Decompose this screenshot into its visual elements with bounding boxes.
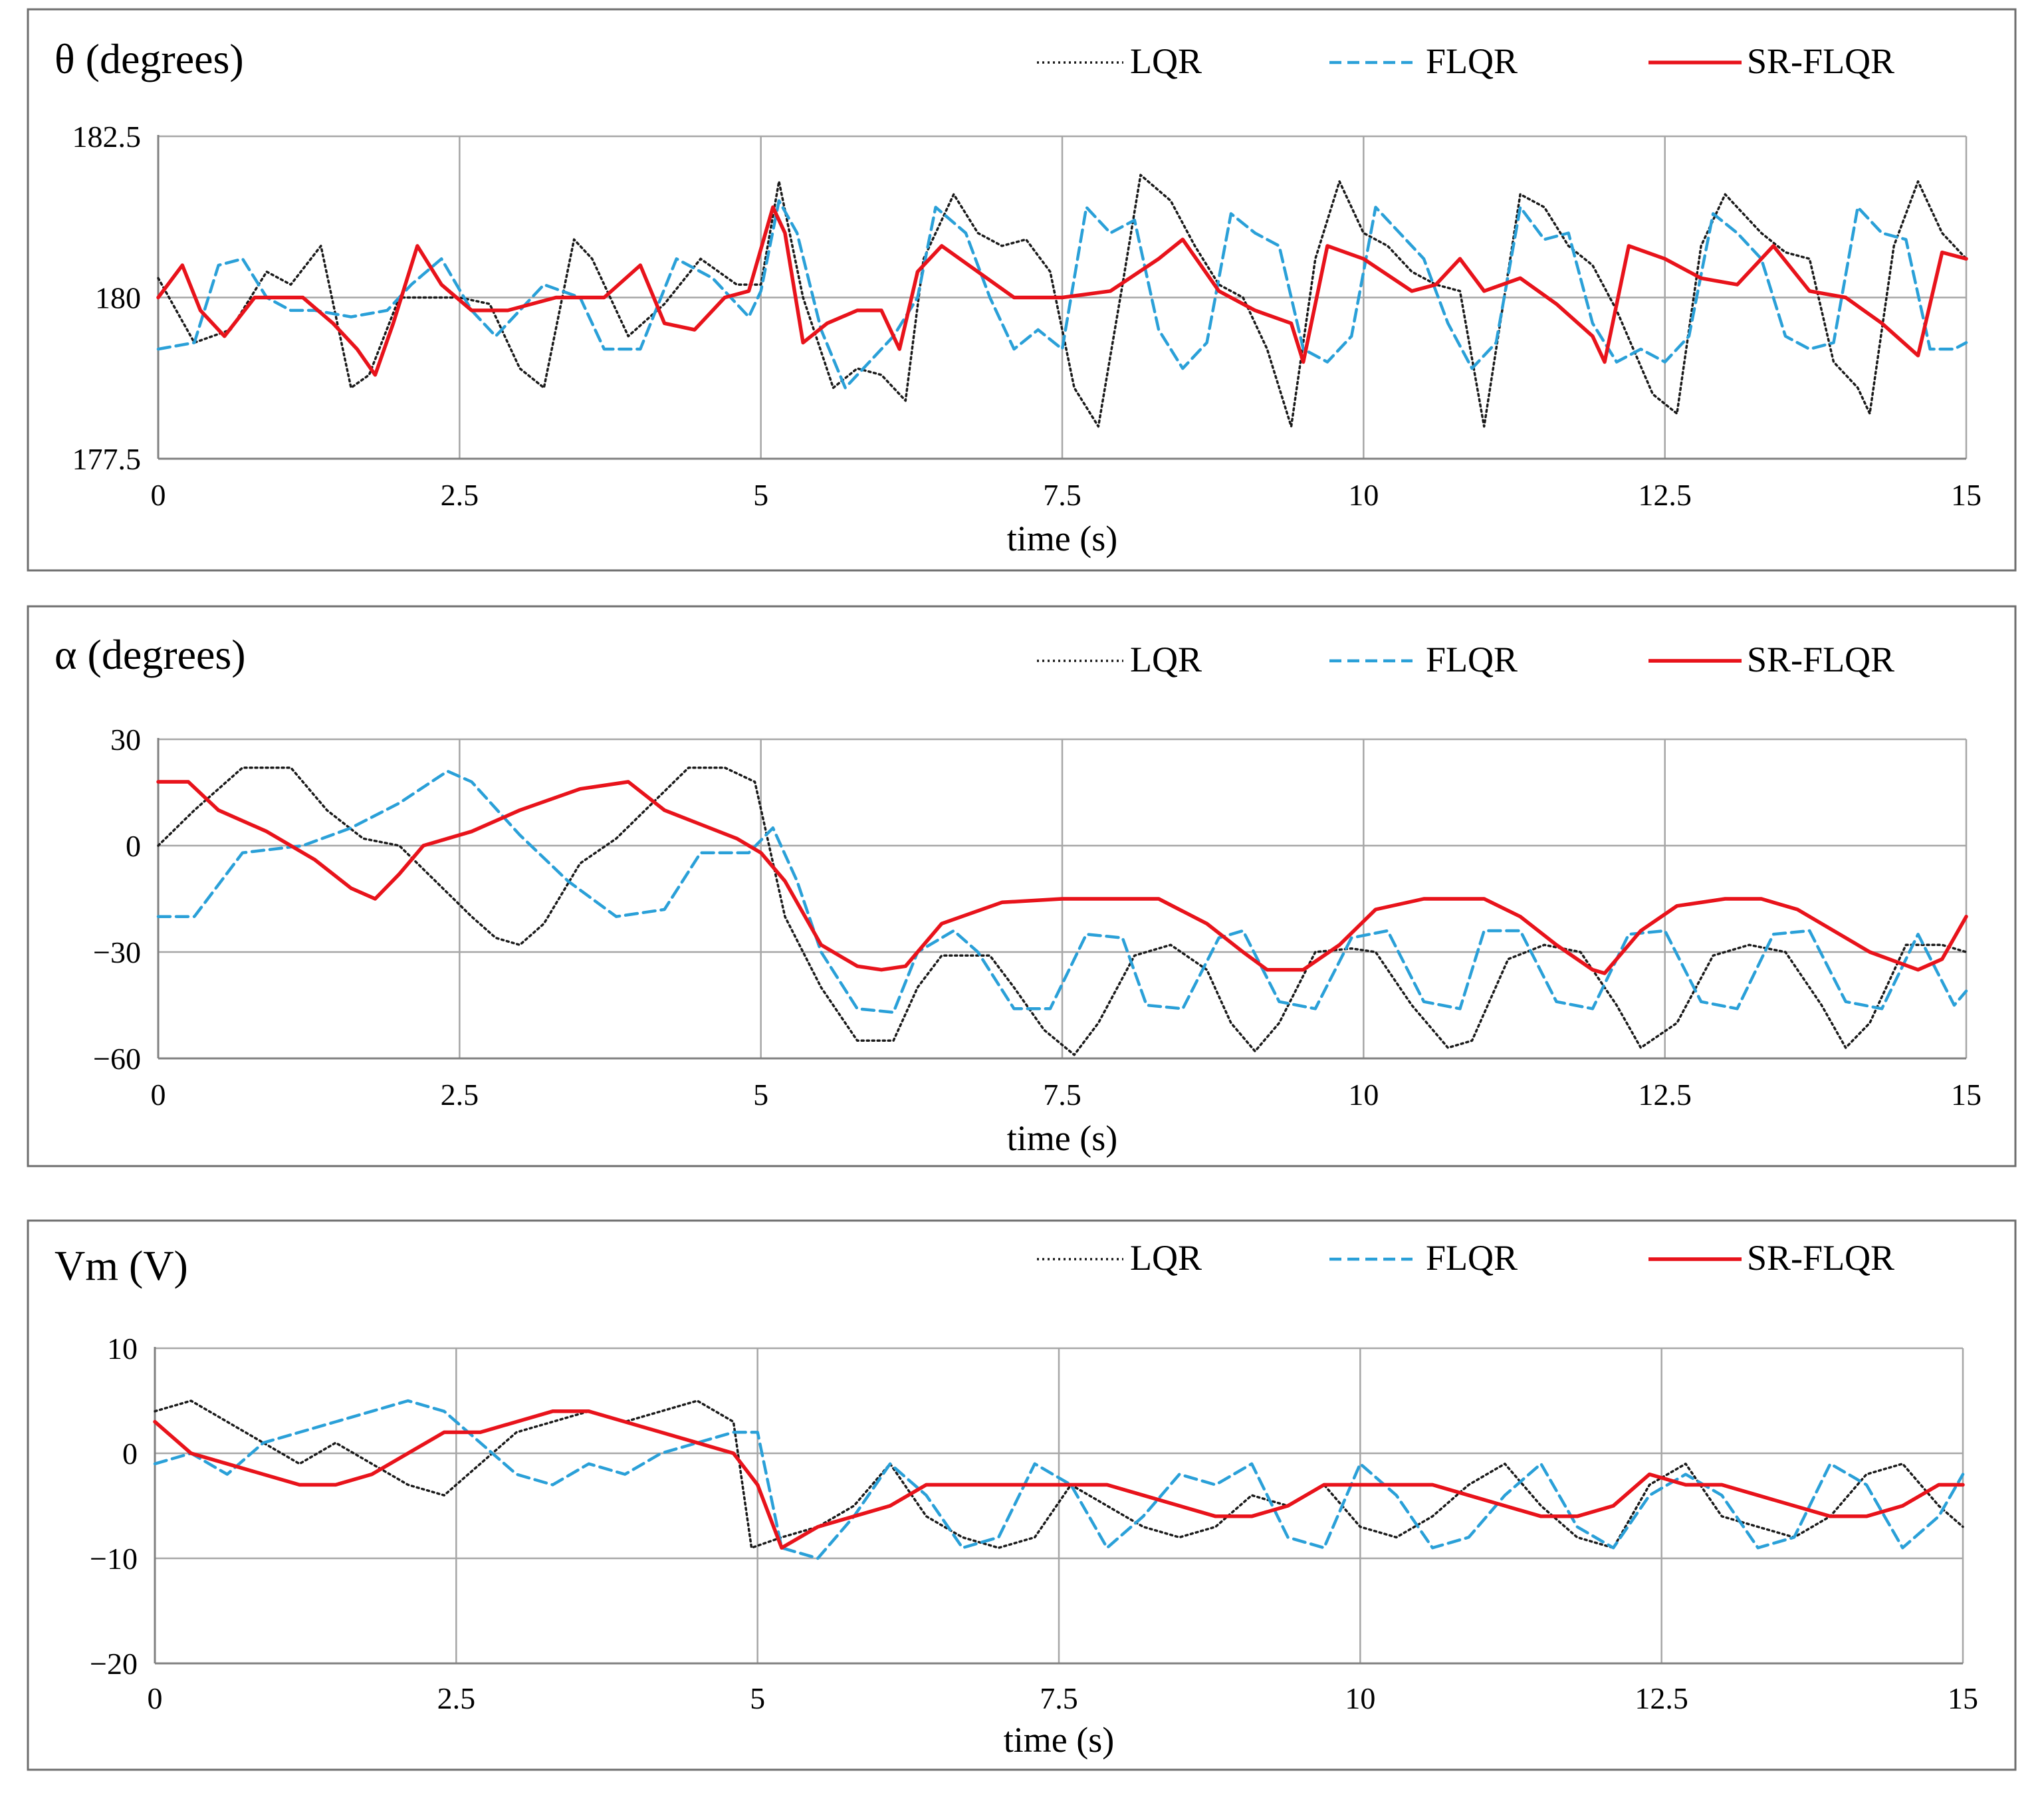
x-tick-label: 10 — [1348, 478, 1379, 512]
chart-panel-3: 10 0 −10 −20 0 2.5 5 7.5 10 12.5 15 Vm (V) time (s) L… — [27, 1219, 2017, 1771]
x-tick-label: 7.5 — [1043, 1078, 1081, 1112]
x-axis-label: time (s) — [1007, 1118, 1117, 1158]
legend-label-flqr: FLQR — [1426, 41, 1518, 81]
panel-frame — [27, 8, 2017, 572]
chart-title: θ (degrees) — [55, 35, 244, 82]
y-tick-label: 177.5 — [72, 442, 142, 476]
x-tick-label: 12.5 — [1638, 478, 1692, 512]
series-line-flqr — [153, 1399, 1965, 1560]
legend-label-lqr: LQR — [1130, 640, 1202, 679]
legend-label-flqr: FLQR — [1426, 1238, 1518, 1278]
legend: LQR FLQR SR-FLQR — [1037, 640, 1894, 679]
y-tick-label: −60 — [93, 1042, 141, 1076]
y-tick-label: −10 — [90, 1542, 138, 1576]
x-tick-label: 15 — [1951, 1078, 1982, 1112]
x-tick-label: 0 — [151, 1078, 166, 1112]
series-line-flqr — [156, 769, 1968, 1014]
x-tick-label: 15 — [1948, 1681, 1978, 1715]
legend-label-sr-flqr: SR-FLQR — [1747, 640, 1894, 679]
x-axis-label: time (s) — [1004, 1720, 1114, 1760]
y-tick-label: −20 — [90, 1647, 138, 1681]
x-tick-label: 12.5 — [1638, 1078, 1692, 1112]
y-tick-label: 180 — [95, 281, 141, 315]
series-line-sr-flqr — [156, 205, 1968, 377]
x-axis-label: time (s) — [1007, 519, 1117, 558]
y-tick-label: 182.5 — [72, 120, 142, 154]
y-tick-label: 0 — [122, 1437, 138, 1471]
x-tick-label: 7.5 — [1040, 1681, 1078, 1715]
y-tick-label: 10 — [107, 1332, 138, 1366]
x-tick-label: 5 — [753, 478, 768, 512]
y-tick-label: −30 — [93, 935, 141, 969]
legend: LQR FLQR SR-FLQR — [1037, 41, 1894, 81]
panel-frame — [27, 1219, 2017, 1771]
y-tick-label: 30 — [110, 723, 141, 757]
series-line-sr-flqr — [153, 1409, 1965, 1550]
chart-panel-1: 182.5 180 177.5 0 2.5 5 7.5 10 12.5 15 θ (degrees)… — [27, 8, 2017, 572]
x-tick-label: 0 — [148, 1681, 163, 1715]
chart-title: Vm (V) — [55, 1242, 188, 1289]
legend-label-flqr: FLQR — [1426, 640, 1518, 679]
x-tick-label: 5 — [750, 1681, 765, 1715]
x-tick-label: 0 — [151, 478, 166, 512]
y-tick-label: 0 — [126, 829, 141, 863]
x-tick-label: 7.5 — [1043, 478, 1081, 512]
series-line-sr-flqr — [156, 780, 1968, 975]
x-tick-label: 15 — [1951, 478, 1982, 512]
x-tick-label: 2.5 — [441, 478, 479, 512]
x-tick-label: 5 — [753, 1078, 768, 1112]
series-line-flqr — [156, 199, 1968, 390]
legend-label-sr-flqr: SR-FLQR — [1747, 1238, 1894, 1278]
x-tick-label: 2.5 — [441, 1078, 479, 1112]
legend-label-lqr: LQR — [1130, 1238, 1202, 1278]
panel-frame — [27, 605, 2017, 1167]
legend-label-lqr: LQR — [1130, 41, 1202, 81]
x-tick-label: 12.5 — [1635, 1681, 1688, 1715]
legend: LQR FLQR SR-FLQR — [1037, 1238, 1894, 1278]
chart-panel-2: 30 0 −30 −60 0 2.5 5 7.5 10 12.5 15 α (degrees) time… — [27, 605, 2017, 1167]
x-tick-label: 10 — [1345, 1681, 1375, 1715]
x-tick-label: 2.5 — [437, 1681, 476, 1715]
legend-label-sr-flqr: SR-FLQR — [1747, 41, 1894, 81]
series-line-lqr — [154, 1399, 1964, 1549]
series-line-lqr — [157, 766, 1968, 1056]
x-tick-label: 10 — [1348, 1078, 1379, 1112]
chart-title: α (degrees) — [55, 631, 246, 678]
